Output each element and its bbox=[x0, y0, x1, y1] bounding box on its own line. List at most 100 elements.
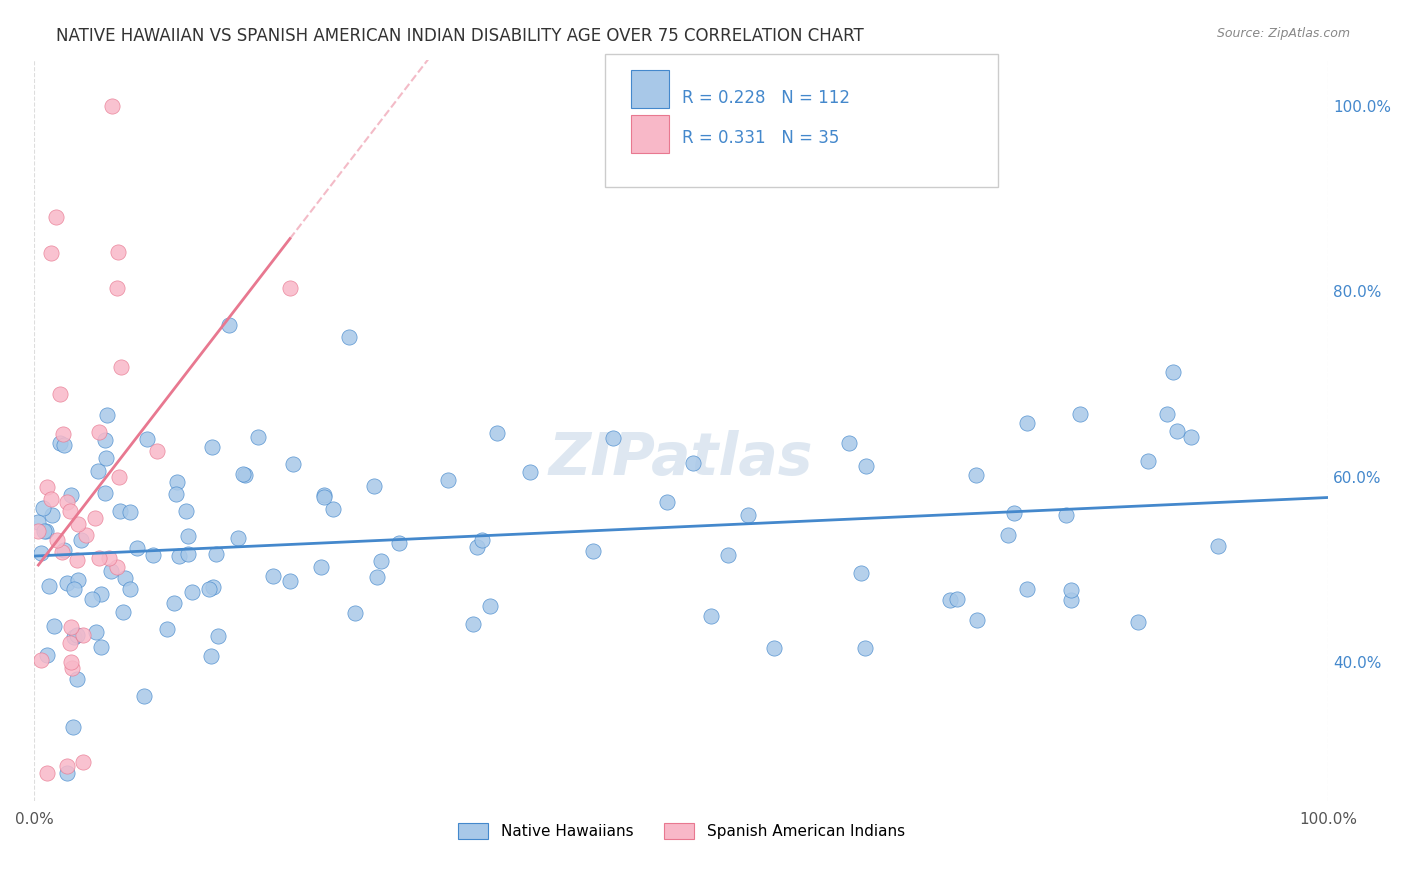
Native Hawaiians bbox=[486, 425, 509, 440]
Spanish American Indians bbox=[39, 492, 62, 507]
Native Hawaiians bbox=[200, 441, 222, 455]
Native Hawaiians bbox=[165, 486, 187, 500]
Spanish American Indians bbox=[48, 387, 70, 401]
Spanish American Indians bbox=[60, 661, 83, 675]
Spanish American Indians bbox=[56, 495, 79, 509]
Native Hawaiians bbox=[201, 580, 224, 594]
Spanish American Indians bbox=[35, 479, 58, 493]
Spanish American Indians bbox=[89, 425, 111, 440]
Native Hawaiians bbox=[700, 609, 723, 624]
Spanish American Indians bbox=[30, 653, 52, 667]
Text: R = 0.228   N = 112: R = 0.228 N = 112 bbox=[682, 89, 849, 107]
Native Hawaiians bbox=[27, 515, 49, 529]
Native Hawaiians bbox=[366, 570, 388, 584]
Spanish American Indians bbox=[105, 559, 128, 574]
Native Hawaiians bbox=[156, 622, 179, 636]
Spanish American Indians bbox=[45, 210, 67, 224]
Native Hawaiians bbox=[90, 640, 112, 654]
Text: NATIVE HAWAIIAN VS SPANISH AMERICAN INDIAN DISABILITY AGE OVER 75 CORRELATION CH: NATIVE HAWAIIAN VS SPANISH AMERICAN INDI… bbox=[56, 27, 865, 45]
Native Hawaiians bbox=[281, 457, 304, 471]
Spanish American Indians bbox=[278, 281, 301, 295]
Native Hawaiians bbox=[56, 766, 79, 780]
Spanish American Indians bbox=[45, 533, 67, 548]
Spanish American Indians bbox=[110, 360, 132, 375]
Spanish American Indians bbox=[66, 552, 89, 566]
Spanish American Indians bbox=[72, 755, 94, 769]
Native Hawaiians bbox=[200, 648, 222, 663]
Native Hawaiians bbox=[1161, 365, 1184, 379]
Native Hawaiians bbox=[247, 429, 270, 443]
Spanish American Indians bbox=[59, 636, 82, 650]
Native Hawaiians bbox=[312, 490, 335, 504]
Native Hawaiians bbox=[737, 508, 759, 523]
Native Hawaiians bbox=[84, 624, 107, 639]
Native Hawaiians bbox=[167, 549, 190, 564]
Native Hawaiians bbox=[946, 592, 969, 607]
Native Hawaiians bbox=[41, 508, 63, 522]
Native Hawaiians bbox=[337, 330, 360, 344]
Spanish American Indians bbox=[59, 655, 82, 669]
Native Hawaiians bbox=[118, 582, 141, 596]
Native Hawaiians bbox=[262, 568, 284, 582]
Native Hawaiians bbox=[141, 549, 163, 563]
Native Hawaiians bbox=[52, 438, 75, 452]
Native Hawaiians bbox=[388, 536, 411, 550]
Spanish American Indians bbox=[39, 246, 62, 260]
Native Hawaiians bbox=[997, 528, 1019, 542]
Text: R = 0.331   N = 35: R = 0.331 N = 35 bbox=[682, 129, 839, 147]
Spanish American Indians bbox=[55, 759, 77, 773]
Native Hawaiians bbox=[38, 579, 60, 593]
Native Hawaiians bbox=[180, 585, 202, 599]
Native Hawaiians bbox=[177, 547, 200, 561]
Native Hawaiians bbox=[602, 431, 624, 445]
Native Hawaiians bbox=[1004, 506, 1026, 520]
Spanish American Indians bbox=[98, 550, 121, 565]
Spanish American Indians bbox=[59, 504, 82, 518]
Native Hawaiians bbox=[278, 574, 301, 589]
Native Hawaiians bbox=[59, 488, 82, 502]
Native Hawaiians bbox=[87, 464, 110, 478]
Native Hawaiians bbox=[197, 582, 219, 596]
Native Hawaiians bbox=[108, 503, 131, 517]
Spanish American Indians bbox=[72, 628, 94, 642]
Native Hawaiians bbox=[90, 587, 112, 601]
Native Hawaiians bbox=[1126, 615, 1149, 629]
Native Hawaiians bbox=[114, 571, 136, 585]
Spanish American Indians bbox=[107, 245, 129, 260]
Native Hawaiians bbox=[436, 474, 458, 488]
Native Hawaiians bbox=[855, 458, 877, 473]
Native Hawaiians bbox=[344, 606, 367, 620]
Native Hawaiians bbox=[125, 541, 148, 556]
Native Hawaiians bbox=[66, 573, 89, 587]
Native Hawaiians bbox=[1069, 407, 1091, 421]
Native Hawaiians bbox=[134, 689, 156, 703]
Native Hawaiians bbox=[118, 505, 141, 519]
Native Hawaiians bbox=[52, 543, 75, 558]
Spanish American Indians bbox=[84, 510, 107, 524]
Native Hawaiians bbox=[30, 546, 52, 560]
Spanish American Indians bbox=[52, 427, 75, 442]
Native Hawaiians bbox=[1054, 508, 1077, 523]
Native Hawaiians bbox=[94, 451, 117, 466]
Native Hawaiians bbox=[100, 564, 122, 578]
Native Hawaiians bbox=[218, 318, 240, 332]
Native Hawaiians bbox=[233, 468, 256, 483]
Native Hawaiians bbox=[1206, 539, 1229, 553]
Native Hawaiians bbox=[62, 720, 84, 734]
Native Hawaiians bbox=[582, 544, 605, 558]
Spanish American Indians bbox=[87, 550, 110, 565]
Native Hawaiians bbox=[163, 596, 186, 610]
Native Hawaiians bbox=[69, 533, 91, 548]
Native Hawaiians bbox=[228, 531, 250, 545]
Native Hawaiians bbox=[66, 672, 89, 686]
Native Hawaiians bbox=[763, 640, 786, 655]
Spanish American Indians bbox=[146, 444, 169, 458]
Native Hawaiians bbox=[94, 486, 117, 500]
Native Hawaiians bbox=[849, 566, 872, 581]
Text: Source: ZipAtlas.com: Source: ZipAtlas.com bbox=[1216, 27, 1350, 40]
Spanish American Indians bbox=[67, 516, 90, 531]
Native Hawaiians bbox=[1166, 424, 1188, 438]
Spanish American Indians bbox=[37, 766, 59, 780]
Native Hawaiians bbox=[174, 503, 197, 517]
Native Hawaiians bbox=[363, 479, 385, 493]
